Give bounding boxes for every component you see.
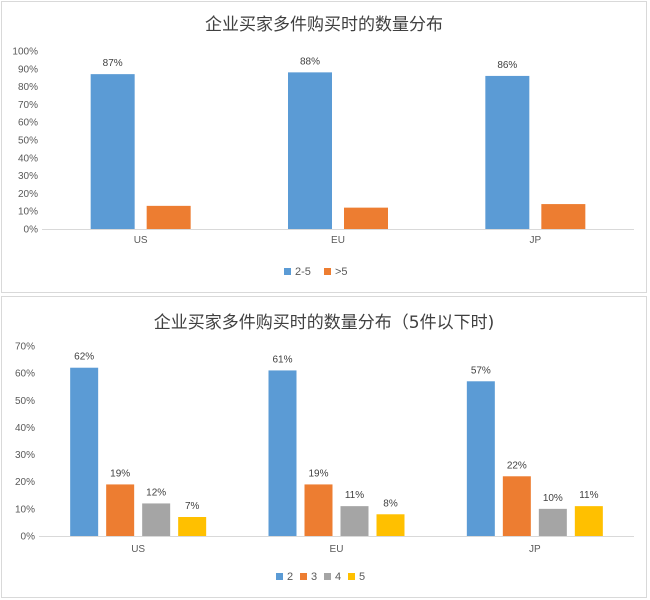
y-axis: 0% 10% 20% 30% 40% 50% 60% 70% [15,342,35,543]
chart-panel-top: 企业买家多件购买时的数量分布 0% 10% 20% 30% 40% 50% 60% 70% 80… [1,1,647,293]
y-axis: 0% 10% 20% 30% 40% 50% 60% 70% 80% 90% 100% [12,47,38,236]
bar-4-US [142,503,171,536]
bar-5-JP [574,506,603,536]
bar-2-US [70,367,99,536]
x-axis: US EU JP [39,536,634,555]
data-labels: 62% 19% 12% 7% 61% 19% 11% 8% 57% 22% 10% 11% [74,352,598,512]
y-tick-label: 10% [15,504,35,515]
y-tick-label: 80% [18,82,38,93]
data-label: 22% [507,460,527,471]
legend-swatch-2-5 [284,268,291,275]
data-label: 62% [74,352,94,363]
data-label: 8% [383,498,398,509]
y-tick-label: 90% [18,64,38,75]
bar-2-5-US [90,74,135,229]
chart-title: 企业买家多件购买时的数量分布（5件以下时) [154,313,494,333]
data-label: 87% [103,58,123,69]
y-tick-label: 10% [18,207,38,218]
x-tick-label: US [134,235,148,246]
data-label: 61% [272,354,292,365]
data-label: 88% [300,56,320,67]
data-label: 19% [110,468,130,479]
bar-2-EU [268,370,297,536]
x-tick-label: EU [331,235,345,246]
data-label: 11% [345,490,364,501]
bar-5-EU [376,514,405,536]
bar-2-5-EU [288,72,332,229]
y-tick-label: 70% [15,342,35,353]
bars [70,367,603,536]
y-tick-label: 30% [18,171,38,182]
bar-4-JP [538,508,567,536]
bar-2-5-JP [485,75,530,229]
y-tick-label: 40% [15,423,35,434]
bar-5-US [178,517,207,536]
x-tick-label: JP [529,544,541,555]
bar-3-JP [502,476,531,536]
data-label: 12% [146,487,166,498]
legend-label: 3 [311,571,317,583]
legend-label: 4 [335,571,341,583]
legend-label: 5 [359,571,365,583]
data-label: 7% [185,501,200,512]
x-tick-label: US [131,544,145,555]
legend-swatch-4 [324,573,331,580]
y-tick-label: 60% [18,118,38,129]
bar->5-US [146,205,191,229]
y-tick-label: 0% [24,225,39,236]
y-tick-label: 70% [18,100,38,111]
y-tick-label: 20% [18,189,38,200]
x-tick-label: EU [330,544,344,555]
data-label: 57% [471,365,491,376]
legend-swatch-2 [276,573,283,580]
legend-label: >5 [335,266,348,278]
bar-2-JP [466,381,495,536]
data-label: 10% [543,493,563,504]
legend: 2-5 >5 [284,266,348,278]
bar->5-JP [541,204,586,229]
legend-swatch-3 [300,573,307,580]
y-tick-label: 30% [15,450,35,461]
x-axis: US EU JP [42,229,634,246]
legend-label: 2-5 [295,266,311,278]
legend-swatch-5 [348,573,355,580]
bar-3-US [106,484,135,536]
y-tick-label: 60% [15,369,35,380]
x-tick-label: JP [529,235,541,246]
chart-bottom: 企业买家多件购买时的数量分布（5件以下时) 0% 10% 20% 30% 40% 50% 6… [15,313,634,583]
legend-label: 2 [287,571,293,583]
data-labels: 87% 88% 86% [103,56,518,71]
y-tick-label: 100% [12,47,38,58]
data-label: 19% [308,468,328,479]
chart-title: 企业买家多件购买时的数量分布 [205,15,443,35]
bars [90,72,586,229]
y-tick-label: 50% [15,396,35,407]
bar->5-EU [344,207,388,229]
y-tick-label: 40% [18,153,38,164]
y-tick-label: 0% [21,532,36,543]
data-label: 11% [579,490,598,501]
y-tick-label: 50% [18,136,38,147]
legend-swatch->5 [324,268,331,275]
data-label: 86% [497,60,517,71]
legend: 2 3 4 5 [276,571,365,583]
chart-top: 企业买家多件购买时的数量分布 0% 10% 20% 30% 40% 50% 60% 70% 80… [12,15,634,278]
bar-3-EU [304,484,333,536]
y-tick-label: 20% [15,477,35,488]
chart-panel-bottom: 企业买家多件购买时的数量分布（5件以下时) 0% 10% 20% 30% 40% 50% 6… [1,296,647,598]
bar-4-EU [340,506,369,536]
